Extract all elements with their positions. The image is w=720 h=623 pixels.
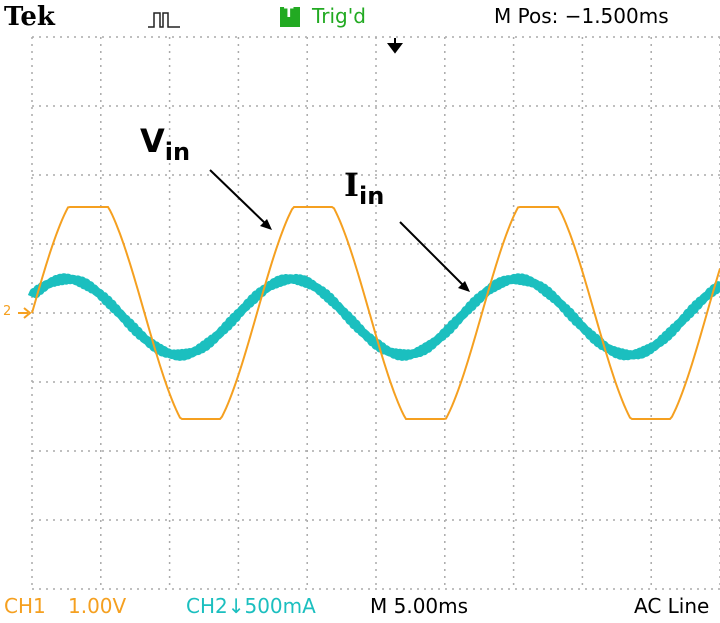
channel-marker: 2: [3, 304, 12, 319]
channel-marker-arrow: [18, 307, 32, 319]
position: M Pos: −1.500ms: [494, 4, 669, 28]
grid: [31, 36, 720, 590]
ch1-waveform: [31, 206, 720, 420]
trigger-source: AC Line: [634, 594, 710, 618]
annotation-label: I: [344, 166, 359, 204]
annotation-arrow: [399, 221, 467, 289]
annotation-label: V: [140, 122, 165, 160]
trigger-pulse-icon: [148, 12, 180, 28]
trigger-position-arrow: [387, 38, 403, 54]
annotation-arrow: [209, 169, 269, 227]
ch2-label: CH2↓500mA: [186, 594, 316, 618]
brand: Tek: [4, 2, 55, 32]
ch1-label: CH1: [4, 594, 46, 618]
annotation: Vin: [140, 122, 190, 166]
trigger-status: Trig'd: [312, 4, 366, 28]
timebase: M 5.00ms: [370, 594, 469, 618]
trig-icon-box: [280, 7, 300, 27]
ch1-scale: 1.00V: [68, 594, 127, 618]
annotation: Iin: [344, 166, 384, 210]
annotation-subscript: in: [164, 138, 191, 166]
annotation-arrowhead: [260, 219, 272, 230]
annotation-arrowhead: [458, 281, 470, 292]
trig-icon: T: [284, 5, 294, 21]
annotation-subscript: in: [358, 182, 385, 210]
